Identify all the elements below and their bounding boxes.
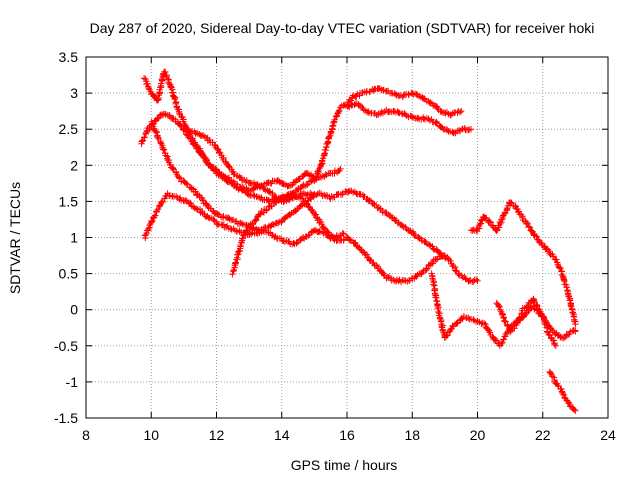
series-sat-j — [467, 199, 579, 328]
y-tick-label: 1.5 — [59, 193, 79, 209]
y-tick-label: -0.5 — [54, 338, 78, 354]
series-marker-path — [344, 100, 475, 137]
series-sat-f — [229, 190, 449, 286]
x-tick-label: 24 — [600, 427, 616, 443]
y-tick-label: 0.5 — [59, 266, 79, 282]
x-tick-label: 8 — [82, 427, 90, 443]
series-marker-path — [493, 295, 559, 349]
y-tick-label: 3.5 — [59, 49, 79, 65]
x-tick-label: 20 — [470, 427, 486, 443]
series-sat-k — [493, 295, 559, 349]
y-tick-label: 2.5 — [59, 121, 79, 137]
series-sat-h — [344, 100, 475, 137]
x-tick-label: 14 — [274, 427, 290, 443]
x-tick-label: 10 — [143, 427, 159, 443]
x-axis-label: GPS time / hours — [291, 457, 398, 473]
x-tick-label: 12 — [209, 427, 225, 443]
y-tick-label: 2 — [70, 157, 78, 173]
y-tick-label: -1.5 — [54, 410, 78, 426]
series-sat-d — [148, 118, 318, 234]
series-sat-l — [546, 368, 579, 414]
x-tick-label: 18 — [404, 427, 420, 443]
series-marker-path — [148, 118, 318, 234]
grid-lines — [86, 57, 608, 418]
series-marker-path — [467, 199, 579, 328]
y-tick-label: 0 — [70, 302, 78, 318]
y-tick-label: 1 — [70, 230, 78, 246]
series-sat-g — [310, 85, 465, 183]
x-tick-label: 22 — [535, 427, 551, 443]
series-sat-b — [140, 68, 318, 195]
series-marker-path — [229, 190, 449, 286]
y-tick-label: -1 — [66, 374, 79, 390]
series-marker-path — [310, 85, 465, 183]
y-tick-label: 3 — [70, 85, 78, 101]
x-tick-label: 16 — [339, 427, 355, 443]
y-axis-label: SDTVAR / TECUs — [7, 182, 23, 294]
series-marker-path — [140, 68, 318, 195]
series-marker-path — [546, 368, 579, 414]
chart-title: Day 287 of 2020, Sidereal Day-to-day VTE… — [90, 20, 595, 36]
data-points — [138, 68, 579, 414]
axis-ticks: 8 10 12 14 16 18 20 22 24 -1.5 -1 -0.5 0 0.5 1 1.5 2 2.5 3… — [54, 49, 616, 443]
